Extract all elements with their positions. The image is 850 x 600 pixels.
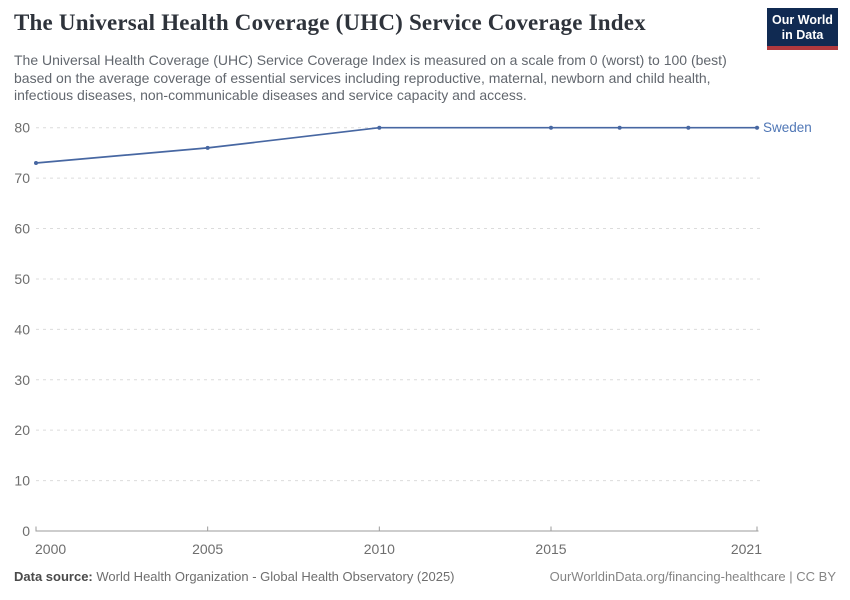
chart-subtitle: The Universal Health Coverage (UHC) Serv… <box>14 52 727 103</box>
chart-title: The Universal Health Coverage (UHC) Serv… <box>14 10 646 35</box>
x-axis-tick-label: 2005 <box>192 541 223 557</box>
data-point[interactable] <box>686 125 691 130</box>
owid-logo[interactable]: Our World in Data <box>767 8 838 50</box>
entity-label-sweden[interactable]: Sweden <box>763 120 812 135</box>
data-point[interactable] <box>549 125 553 130</box>
data-source-label: Data source: <box>14 569 93 584</box>
data-point[interactable] <box>205 145 210 150</box>
line-chart-canvas: 0 10 20 30 40 50 60 70 80 2000 2005 2010 2015 2021 Swe… <box>14 120 812 557</box>
data-source-text: World Health Organization - Global Healt… <box>92 569 455 584</box>
data-point[interactable] <box>755 125 759 130</box>
x-axis-tick-label: 2015 <box>535 541 566 557</box>
x-axis-tick-label: 2021 <box>731 541 762 557</box>
series-line-sweden[interactable] <box>35 126 758 164</box>
y-axis-tick-label: 0 <box>22 523 30 539</box>
data-point[interactable] <box>377 125 382 130</box>
data-point[interactable] <box>34 160 38 165</box>
y-axis-tick-label: 60 <box>14 221 30 237</box>
owid-logo-line1: Our World <box>772 13 833 27</box>
data-source: Data source: World Health Organization -… <box>14 569 455 584</box>
y-axis-tick-label: 30 <box>14 372 30 388</box>
y-axis-tick-label: 70 <box>14 170 30 186</box>
data-point[interactable] <box>617 125 622 130</box>
credit-link[interactable]: OurWorldinData.org/financing-healthcare … <box>549 569 836 584</box>
y-axis-tick-label: 80 <box>14 120 30 136</box>
owid-logo-line2: in Data <box>781 28 824 42</box>
y-axis-tick-label: 50 <box>14 271 30 287</box>
x-axis-tick-label: 2010 <box>364 541 395 557</box>
chart-footer: Data source: World Health Organization -… <box>14 569 836 584</box>
x-axis-tick-label: 2000 <box>35 541 66 557</box>
y-axis-tick-label: 20 <box>14 422 30 438</box>
y-axis-tick-label: 40 <box>14 321 30 337</box>
y-axis-tick-label: 10 <box>14 473 30 489</box>
